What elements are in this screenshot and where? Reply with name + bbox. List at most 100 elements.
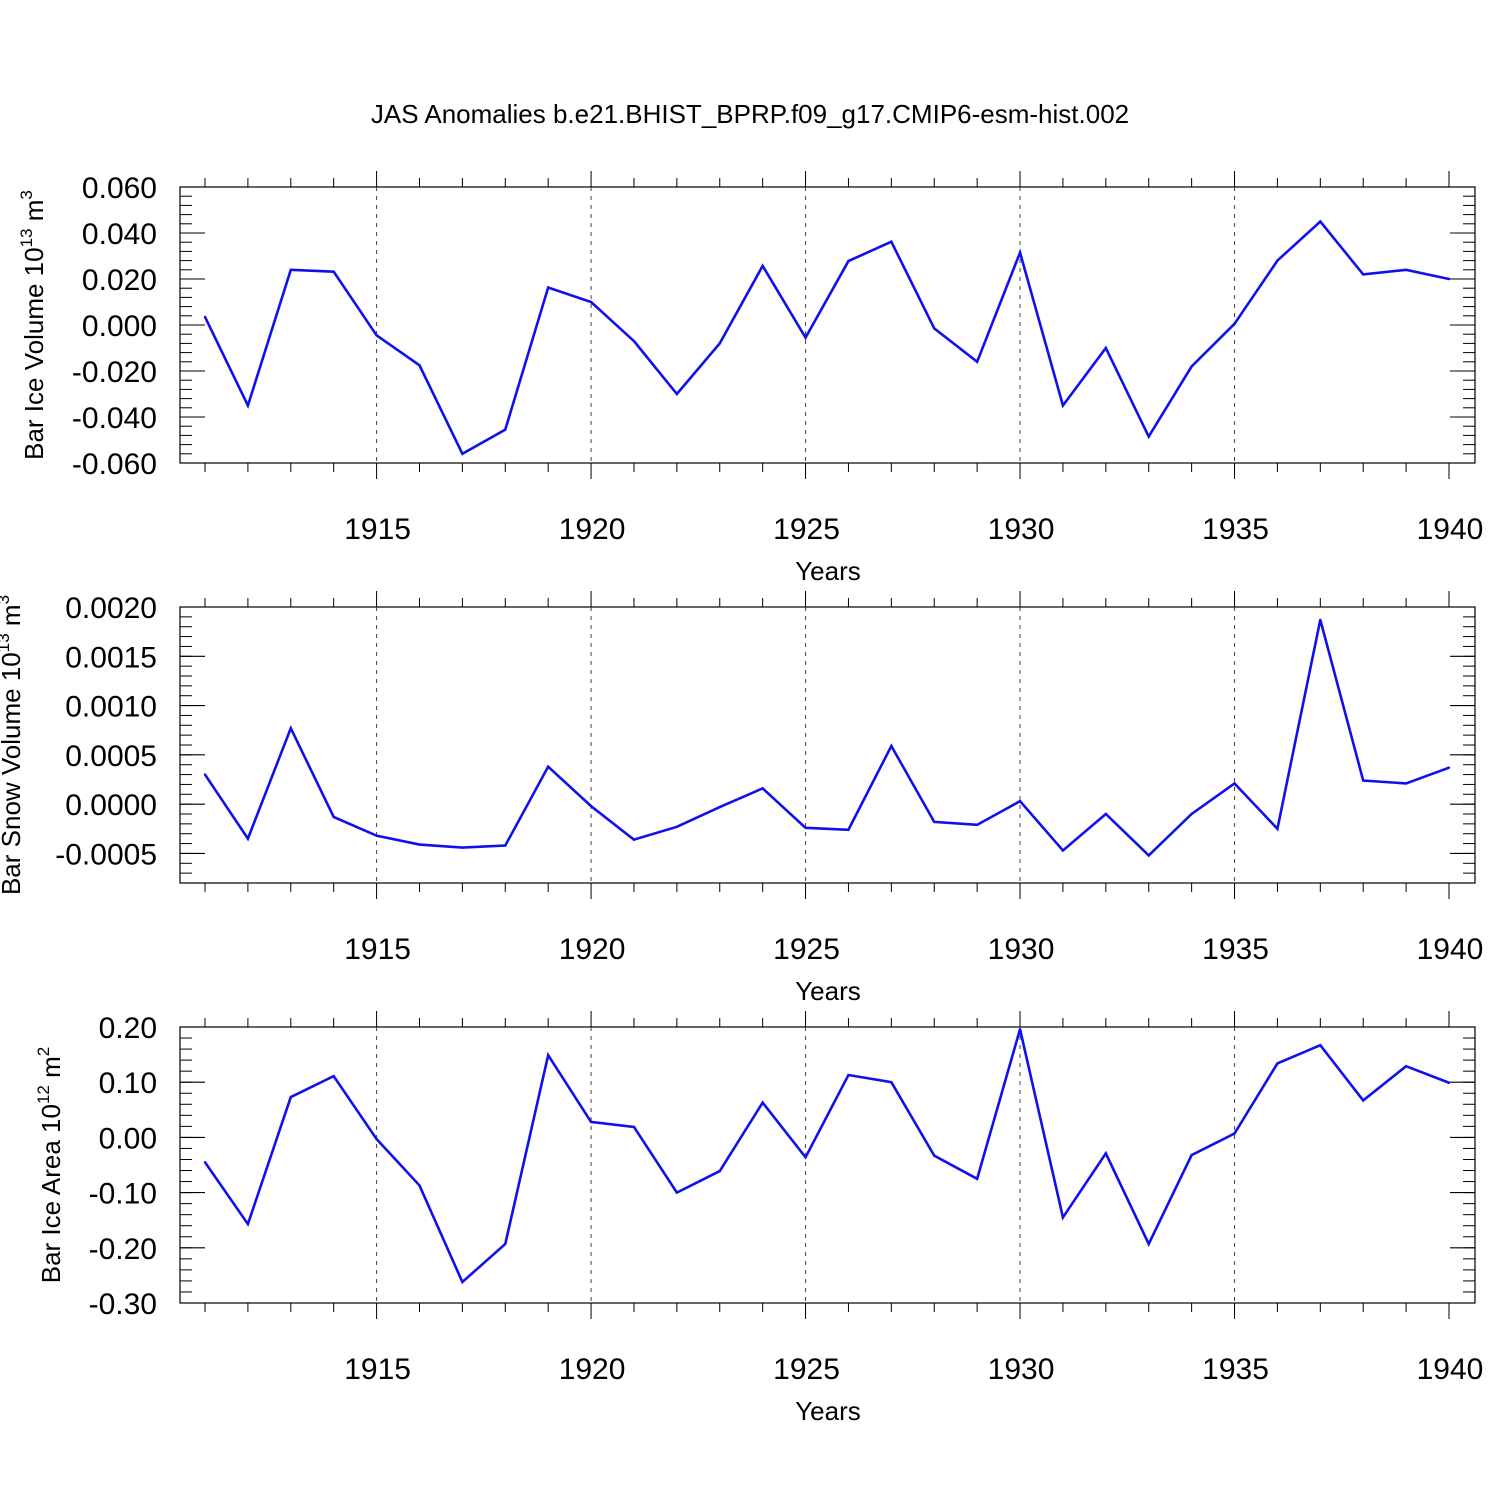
- data-point: [804, 1156, 807, 1159]
- chart-panel-1: -0.060 -0.040 -0.020 0.000 0.020 0.040 0.060 19…: [17, 171, 1483, 586]
- data-point: [1319, 220, 1322, 223]
- x-tick-label: 1925: [773, 933, 840, 966]
- data-point: [804, 336, 807, 339]
- chart-panel-3: -0.30 -0.20 -0.10 0.00 0.10 0.20 1915 1920 1925 1…: [34, 1011, 1483, 1426]
- y-tick-label: 0.060: [82, 172, 157, 205]
- x-tick-label: 1920: [559, 933, 626, 966]
- y-axis-label: Bar Snow Volume 1013 m3: [0, 595, 26, 895]
- data-point: [246, 404, 250, 407]
- data-point: [804, 826, 807, 829]
- x-tick-label: 1935: [1202, 933, 1269, 966]
- x-tick-label: 1915: [344, 933, 411, 966]
- series-line-1: [203, 619, 1450, 858]
- data-point: [461, 1280, 464, 1284]
- data-point: [289, 268, 292, 271]
- y-tick-label: 0.0000: [65, 789, 157, 822]
- y-axis-label-unit: m: [36, 1056, 66, 1085]
- data-point: [418, 843, 421, 846]
- y-tick-label: -0.040: [72, 402, 157, 435]
- y-axis-label-exponent: 12: [34, 1085, 53, 1104]
- y-tick-label: 0.0015: [65, 641, 157, 674]
- x-tick-label: 1925: [773, 1353, 840, 1386]
- x-axis-label: Years: [795, 1396, 861, 1426]
- y-tick-label: 0.040: [82, 218, 157, 251]
- data-point: [1404, 268, 1408, 271]
- data-point: [461, 452, 464, 455]
- data-point: [1447, 277, 1451, 281]
- data-point: [203, 773, 207, 776]
- data-point: [246, 837, 250, 840]
- data-point: [332, 270, 335, 273]
- data-point: [975, 823, 979, 827]
- data-point: [504, 844, 507, 847]
- data-point: [546, 1053, 550, 1057]
- data-point: [1018, 251, 1022, 254]
- data-point: [546, 286, 550, 289]
- data-point: [1233, 782, 1236, 785]
- data-point: [1190, 365, 1193, 368]
- data-point: [847, 828, 850, 831]
- data-point: [589, 804, 593, 808]
- y-tick-label: -0.10: [89, 1178, 157, 1211]
- x-tick-label: 1920: [559, 1353, 626, 1386]
- data-point: [1061, 1216, 1065, 1219]
- plot-frame: [179, 186, 1476, 464]
- data-point: [375, 334, 378, 337]
- data-point: [675, 825, 679, 829]
- y-tick-label: 0.10: [99, 1067, 157, 1100]
- data-point: [632, 838, 636, 841]
- y-tick-label: -0.30: [89, 1288, 157, 1321]
- x-tick-label: 1915: [344, 513, 411, 546]
- data-point: [504, 428, 507, 431]
- y-axis-label: Bar Ice Area 1012 m2: [34, 1047, 66, 1284]
- data-point: [1404, 1064, 1408, 1068]
- data-point: [1233, 322, 1236, 326]
- data-point: [718, 805, 721, 809]
- data-point: [933, 1154, 936, 1157]
- data-point: [1061, 849, 1065, 852]
- y-axis-label-unit: m: [19, 200, 49, 229]
- data-point: [1018, 799, 1022, 803]
- data-point: [589, 300, 593, 304]
- data-point: [1447, 1081, 1451, 1084]
- series-line-1: [203, 1028, 1450, 1285]
- plot-frame: [179, 1026, 1476, 1304]
- data-point: [504, 1242, 507, 1246]
- y-axis-label-main: Bar Ice Area 10: [36, 1104, 66, 1283]
- y-axis-label: Bar Ice Volume 1013 m3: [17, 190, 49, 460]
- data-point: [1190, 812, 1193, 816]
- data-point: [1147, 854, 1150, 857]
- x-tick-label: 1915: [344, 1353, 411, 1386]
- data-point: [1447, 766, 1451, 769]
- data-point: [375, 1137, 378, 1141]
- data-point: [1276, 1062, 1279, 1065]
- y-axis-label-unit: m: [0, 604, 26, 633]
- data-point: [1018, 1028, 1022, 1031]
- data-point: [1147, 1242, 1150, 1246]
- x-tick-label: 1930: [988, 933, 1055, 966]
- x-tick-label: 1920: [559, 513, 626, 546]
- data-point: [1276, 259, 1279, 262]
- data-point: [418, 1184, 421, 1187]
- x-tick-label: 1925: [773, 513, 840, 546]
- x-tick-label: 1940: [1417, 513, 1484, 546]
- data-point: [1104, 812, 1108, 816]
- data-point: [933, 327, 936, 330]
- figure-title: JAS Anomalies b.e21.BHIST_BPRP.f09_g17.C…: [371, 99, 1129, 129]
- data-point: [418, 364, 421, 367]
- data-point: [890, 1081, 893, 1084]
- data-point: [675, 1191, 679, 1194]
- data-point: [632, 339, 636, 343]
- x-tick-label: 1935: [1202, 513, 1269, 546]
- data-point: [1276, 827, 1279, 830]
- y-tick-label: -0.060: [72, 448, 157, 481]
- data-point: [761, 1101, 764, 1104]
- x-axis-label: Years: [795, 556, 861, 586]
- data-point: [1362, 1099, 1365, 1102]
- series-line-1: [203, 219, 1450, 456]
- data-point: [461, 846, 464, 849]
- data-point: [203, 315, 207, 319]
- data-point: [1061, 404, 1065, 407]
- x-axis-label: Years: [795, 976, 861, 1006]
